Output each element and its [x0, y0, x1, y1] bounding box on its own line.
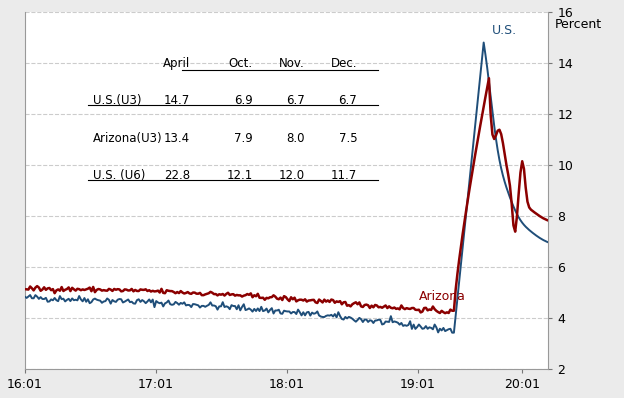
Text: 6.7: 6.7 [339, 94, 358, 107]
Text: Arizona(U3): Arizona(U3) [93, 132, 163, 144]
Text: 22.8: 22.8 [163, 169, 190, 182]
Text: 12.1: 12.1 [227, 169, 253, 182]
Text: Arizona: Arizona [419, 290, 466, 303]
Text: U.S.(U3): U.S.(U3) [93, 94, 142, 107]
Text: Dec.: Dec. [331, 57, 358, 70]
Text: 7.5: 7.5 [339, 132, 358, 144]
Text: 12.0: 12.0 [279, 169, 305, 182]
Text: 11.7: 11.7 [331, 169, 358, 182]
Text: 13.4: 13.4 [163, 132, 190, 144]
Text: Nov.: Nov. [280, 57, 305, 70]
Text: 6.9: 6.9 [234, 94, 253, 107]
Text: U.S. (U6): U.S. (U6) [93, 169, 145, 182]
Text: 6.7: 6.7 [286, 94, 305, 107]
Text: 8.0: 8.0 [286, 132, 305, 144]
Text: Oct.: Oct. [228, 57, 253, 70]
Text: 14.7: 14.7 [163, 94, 190, 107]
Text: Percent: Percent [555, 18, 602, 31]
Text: U.S.: U.S. [492, 24, 517, 37]
Text: April: April [163, 57, 190, 70]
Text: 7.9: 7.9 [234, 132, 253, 144]
